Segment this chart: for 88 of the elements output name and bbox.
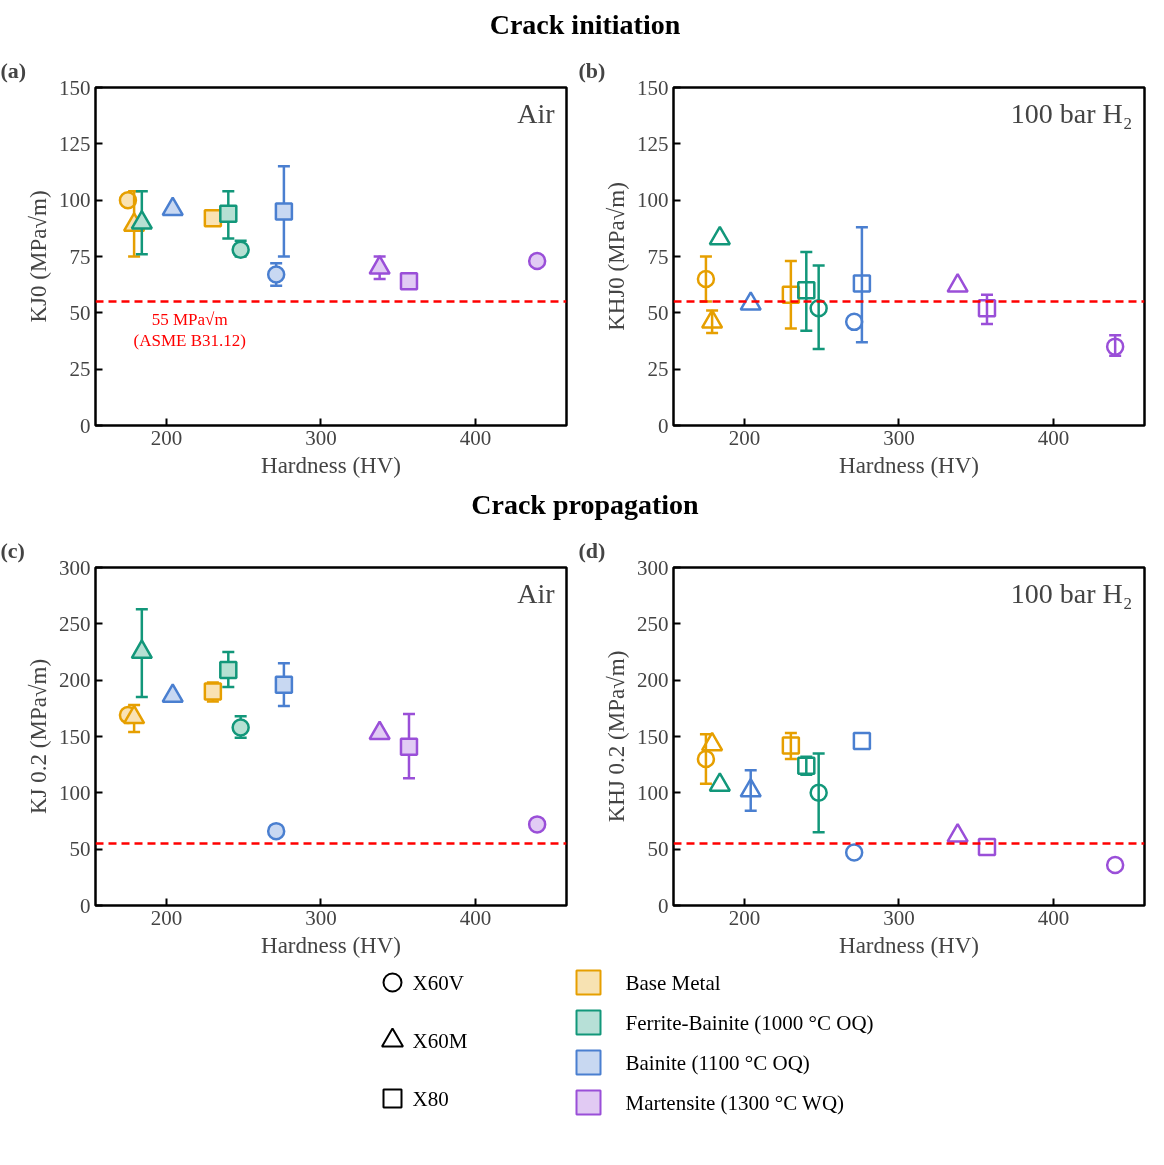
y-tick-label: 75: [647, 244, 669, 269]
y-axis-title: KJ0 (MPa√m): [26, 190, 51, 323]
y-tick-label: 200: [59, 668, 91, 693]
legend-label: X80: [412, 1086, 449, 1111]
y-tick-label: 50: [69, 300, 91, 325]
point: [219, 660, 238, 680]
y-tick-label: 50: [647, 837, 669, 862]
y-tick-label: 100: [59, 188, 91, 213]
point: [844, 843, 864, 862]
point: [1105, 855, 1125, 875]
legend-label: Martensite (1300 °C WQ): [625, 1090, 845, 1115]
x-tick-label: 300: [305, 905, 337, 930]
annotation: 100 bar H₂: [1010, 577, 1133, 609]
x-tick-label: 400: [1037, 425, 1070, 450]
x-tick-label: 400: [1037, 905, 1070, 930]
y-axis-title: KHJ 0.2 (MPa√m): [604, 650, 629, 823]
point: [852, 731, 872, 751]
point: [977, 837, 997, 857]
point: [696, 269, 716, 289]
y-tick-label: 300: [637, 555, 669, 580]
text: (d): [578, 537, 606, 563]
x-tick-label: 300: [883, 425, 915, 450]
point: [399, 272, 419, 291]
point: [274, 202, 294, 221]
point: [274, 675, 294, 694]
y-tick-label: 50: [69, 837, 91, 862]
chart-title: Crack propagation: [471, 488, 699, 522]
point: [696, 749, 716, 769]
y-tick-label: 0: [658, 893, 669, 918]
annotation: Air: [517, 577, 556, 609]
y-tick-label: 200: [637, 668, 669, 693]
legend-label: X60V: [412, 970, 464, 995]
chart-title: Crack initiation: [489, 8, 681, 42]
point: [844, 312, 864, 332]
text: (c): [0, 537, 25, 563]
legend-label: Base Metal: [625, 970, 721, 995]
y-tick-label: 0: [80, 413, 91, 438]
x-axis-title: Hardness (HV): [839, 932, 979, 958]
text: (b): [578, 57, 606, 83]
y-tick-label: 50: [647, 300, 669, 325]
legend-label: Ferrite-Bainite (1000 °C OQ): [625, 1010, 874, 1035]
point: [219, 204, 238, 223]
annotation: 100 bar H₂: [1010, 97, 1133, 129]
point: [527, 815, 547, 834]
point: [266, 821, 286, 841]
x-axis-title: Hardness (HV): [839, 452, 979, 478]
y-tick-label: 150: [59, 724, 91, 749]
y-axis-title: KJ 0.2 (MPa√m): [26, 658, 51, 815]
annotation: Air: [517, 97, 556, 129]
legend-label: X60M: [412, 1028, 468, 1053]
ref-line-label: 55 MPa√m (ASME B31.12): [133, 309, 246, 350]
point: [809, 783, 828, 803]
point: [399, 737, 419, 756]
x-tick-label: 200: [728, 905, 761, 930]
y-axis-title: KHJ0 (MPa√m): [604, 182, 629, 331]
y-tick-label: 0: [658, 413, 669, 438]
point: [527, 251, 547, 271]
y-tick-label: 100: [637, 188, 669, 213]
y-tick-label: 25: [647, 357, 669, 382]
y-tick-label: 125: [59, 131, 91, 156]
x-tick-label: 200: [728, 425, 761, 450]
text: (a): [0, 57, 27, 83]
y-tick-label: 150: [59, 75, 91, 100]
point: [852, 274, 872, 293]
x-tick-label: 400: [459, 905, 492, 930]
point: [266, 265, 286, 284]
y-tick-label: 150: [637, 75, 669, 100]
y-tick-label: 25: [69, 357, 91, 382]
point: [231, 718, 250, 737]
point: [797, 281, 816, 300]
y-tick-label: 75: [69, 244, 91, 269]
y-tick-label: 100: [59, 780, 91, 805]
x-tick-label: 200: [150, 425, 183, 450]
y-tick-label: 0: [80, 893, 91, 918]
y-tick-label: 250: [637, 611, 669, 636]
point: [781, 736, 801, 755]
y-tick-label: 300: [59, 555, 91, 580]
x-axis-title: Hardness (HV): [261, 932, 401, 958]
x-axis-title: Hardness (HV): [261, 452, 401, 478]
x-tick-label: 200: [150, 905, 183, 930]
y-tick-label: 100: [637, 780, 669, 805]
x-tick-label: 300: [305, 425, 337, 450]
y-tick-label: 125: [637, 131, 669, 156]
y-tick-label: 250: [59, 611, 91, 636]
x-tick-label: 300: [883, 905, 915, 930]
x-tick-label: 400: [459, 425, 492, 450]
y-tick-label: 150: [637, 724, 669, 749]
legend-label: Bainite (1100 °C OQ): [625, 1050, 810, 1075]
